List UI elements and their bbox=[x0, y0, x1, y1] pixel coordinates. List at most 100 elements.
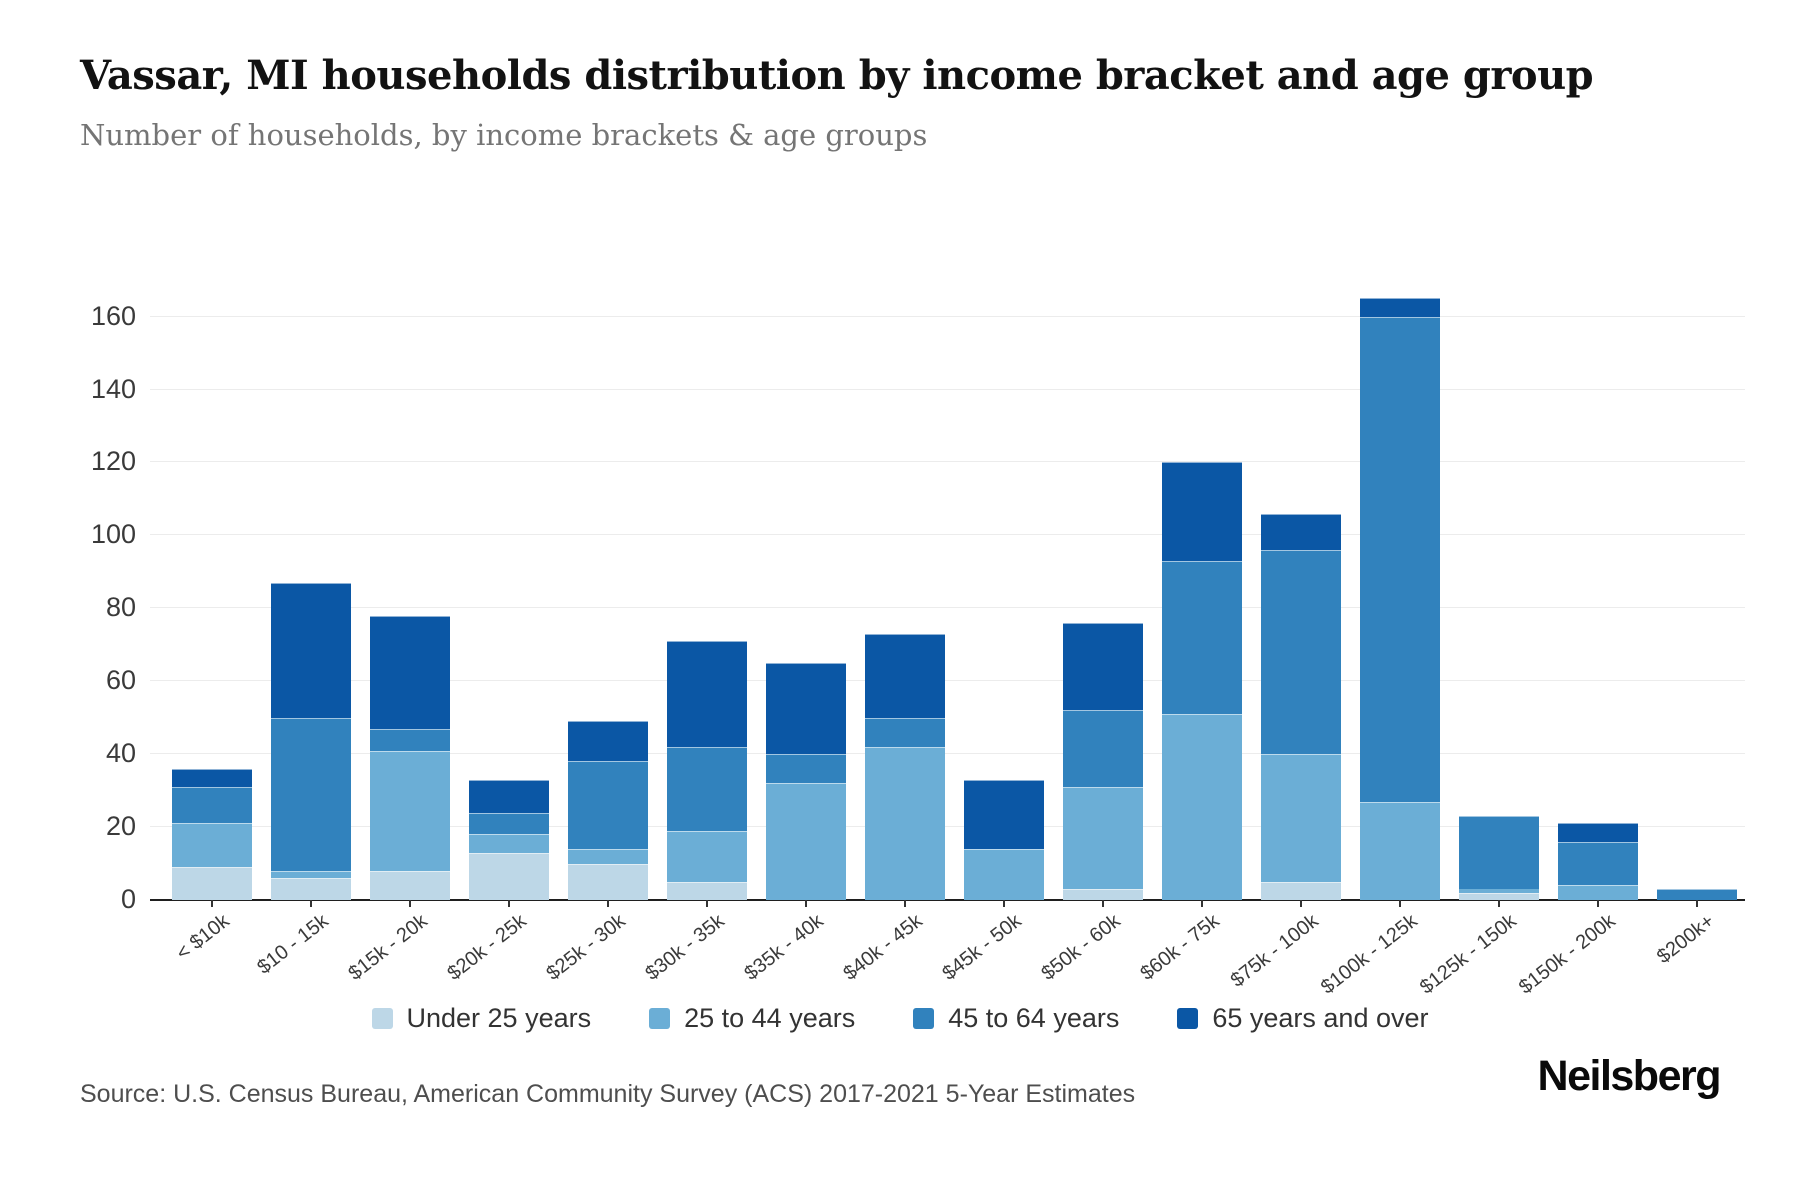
x-tick bbox=[805, 900, 807, 907]
bar-segment[interactable] bbox=[568, 848, 648, 864]
bar-segment[interactable] bbox=[964, 848, 1044, 900]
bar-segment[interactable] bbox=[370, 750, 450, 871]
bar-segment[interactable] bbox=[865, 633, 945, 718]
bar-segment[interactable] bbox=[172, 786, 252, 824]
bar-segment[interactable] bbox=[469, 812, 549, 835]
legend-swatch bbox=[913, 1008, 935, 1029]
bar-segment[interactable] bbox=[1360, 298, 1440, 317]
x-tick bbox=[409, 900, 411, 907]
x-tick bbox=[1498, 900, 1500, 907]
bar-segment[interactable] bbox=[271, 582, 351, 718]
bar-segment[interactable] bbox=[469, 834, 549, 853]
bar-group bbox=[568, 721, 648, 900]
bar-segment[interactable] bbox=[1162, 714, 1242, 900]
gridline bbox=[150, 826, 1745, 828]
bar-segment[interactable] bbox=[766, 754, 846, 784]
x-tick bbox=[1300, 900, 1302, 907]
gridline bbox=[150, 461, 1745, 463]
y-tick-label: 60 bbox=[105, 665, 136, 696]
bar-segment[interactable] bbox=[370, 615, 450, 729]
bar-segment[interactable] bbox=[1162, 560, 1242, 715]
x-tick bbox=[211, 900, 213, 907]
bar-segment[interactable] bbox=[1459, 816, 1539, 890]
bar-segment[interactable] bbox=[370, 728, 450, 751]
bar-segment[interactable] bbox=[1261, 754, 1341, 882]
legend-label: 25 to 44 years bbox=[684, 1003, 856, 1033]
bar-segment[interactable] bbox=[568, 761, 648, 849]
x-tick bbox=[508, 900, 510, 907]
bar-group bbox=[1261, 513, 1341, 900]
bar-group bbox=[370, 615, 450, 900]
source-text: Source: U.S. Census Bureau, American Com… bbox=[80, 1080, 1136, 1108]
bar-segment[interactable] bbox=[667, 746, 747, 831]
bar-segment[interactable] bbox=[1063, 622, 1143, 711]
bar-segment[interactable] bbox=[271, 870, 351, 879]
bar-segment[interactable] bbox=[1063, 786, 1143, 890]
bar-segment[interactable] bbox=[370, 870, 450, 900]
legend-swatch bbox=[1177, 1008, 1199, 1029]
y-tick-label: 20 bbox=[105, 811, 136, 842]
bar-segment[interactable] bbox=[766, 783, 846, 900]
bar-segment[interactable] bbox=[1558, 841, 1638, 886]
bar-segment[interactable] bbox=[568, 721, 648, 762]
bar-segment[interactable] bbox=[1063, 889, 1143, 900]
legend-swatch bbox=[371, 1008, 393, 1029]
bar-segment[interactable] bbox=[766, 663, 846, 755]
bar-group bbox=[271, 582, 351, 900]
bar-segment[interactable] bbox=[271, 878, 351, 900]
bar-segment[interactable] bbox=[667, 641, 747, 747]
bar-segment[interactable] bbox=[1360, 801, 1440, 900]
bar-segment[interactable] bbox=[469, 779, 549, 813]
x-tick bbox=[1003, 900, 1005, 907]
y-tick-label: 160 bbox=[90, 300, 136, 331]
bar-segment[interactable] bbox=[271, 717, 351, 871]
legend-swatch bbox=[649, 1008, 671, 1029]
x-tick bbox=[1696, 900, 1698, 907]
x-tick bbox=[1399, 900, 1401, 907]
legend-item-4[interactable]: 65 years and over bbox=[1177, 1003, 1429, 1034]
bar-segment[interactable] bbox=[667, 881, 747, 900]
bar-segment[interactable] bbox=[1558, 885, 1638, 900]
gridline bbox=[150, 534, 1745, 536]
bar-group bbox=[667, 641, 747, 900]
bar-segment[interactable] bbox=[1063, 710, 1143, 787]
x-tick bbox=[904, 900, 906, 907]
bar-group bbox=[1558, 823, 1638, 900]
bar-segment[interactable] bbox=[1261, 881, 1341, 900]
legend-item-2[interactable]: 25 to 44 years bbox=[649, 1003, 855, 1034]
bar-segment[interactable] bbox=[865, 746, 945, 900]
bar-segment[interactable] bbox=[469, 852, 549, 900]
y-tick-label: 140 bbox=[90, 373, 136, 404]
page-subtitle: Number of households, by income brackets… bbox=[80, 118, 928, 152]
bar-group bbox=[469, 779, 549, 900]
bar-segment[interactable] bbox=[1162, 462, 1242, 561]
bar-segment[interactable] bbox=[172, 823, 252, 868]
bar-segment[interactable] bbox=[1459, 889, 1539, 893]
bar-segment[interactable] bbox=[1657, 889, 1737, 900]
page-title: Vassar, MI households distribution by in… bbox=[80, 52, 1594, 99]
legend-label: 65 years and over bbox=[1212, 1003, 1429, 1033]
bar-segment[interactable] bbox=[1360, 316, 1440, 802]
bar-segment[interactable] bbox=[1261, 549, 1341, 755]
x-tick bbox=[607, 900, 609, 907]
bar-group bbox=[1162, 462, 1242, 900]
bar-segment[interactable] bbox=[568, 863, 648, 900]
bar-segment[interactable] bbox=[172, 768, 252, 787]
x-axis-line bbox=[150, 899, 1745, 901]
bar-segment[interactable] bbox=[1459, 892, 1539, 900]
bar-segment[interactable] bbox=[667, 830, 747, 882]
bar-group bbox=[1657, 889, 1737, 900]
legend-item-3[interactable]: 45 to 64 years bbox=[913, 1003, 1119, 1034]
bar-segment[interactable] bbox=[964, 779, 1044, 849]
neilsberg-logo: Neilsberg bbox=[1537, 1052, 1722, 1100]
bar-group bbox=[1360, 298, 1440, 900]
legend-label: Under 25 years bbox=[406, 1003, 592, 1033]
bar-segment[interactable] bbox=[1558, 823, 1638, 842]
bar-segment[interactable] bbox=[172, 867, 252, 900]
bar-segment[interactable] bbox=[1261, 513, 1341, 550]
bar-segment[interactable] bbox=[865, 717, 945, 747]
y-tick-label: 40 bbox=[105, 738, 136, 769]
legend-item-1[interactable]: Under 25 years bbox=[371, 1003, 592, 1034]
legend-label: 45 to 64 years bbox=[948, 1003, 1120, 1033]
